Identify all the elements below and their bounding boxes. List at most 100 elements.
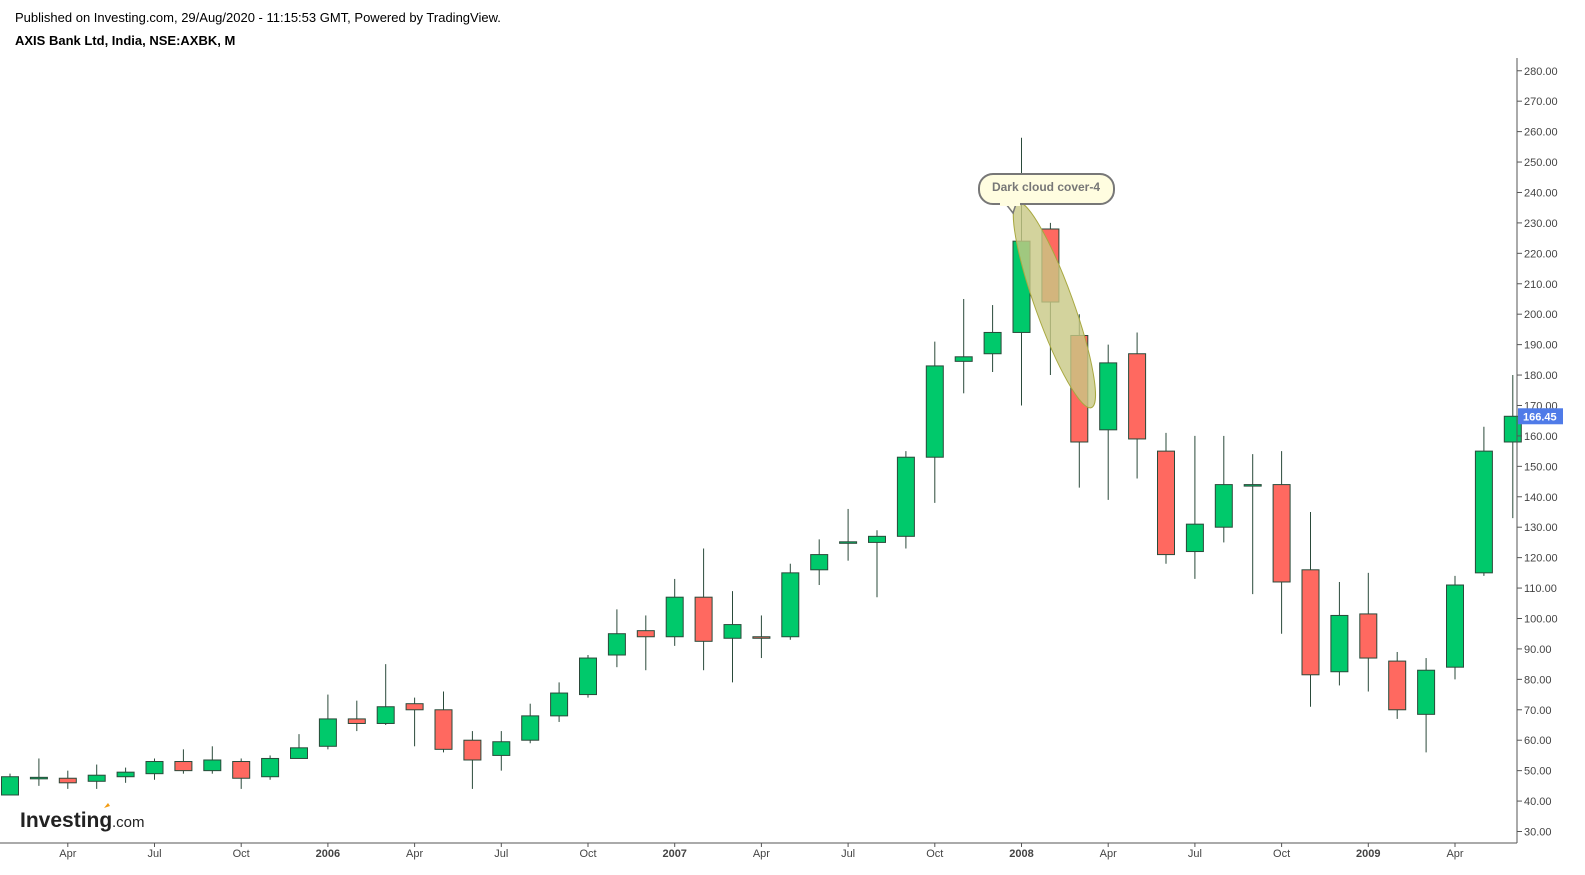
y-tick-label: 160.00: [1524, 431, 1558, 443]
y-tick-label: 240.00: [1524, 187, 1558, 199]
y-tick-label: 140.00: [1524, 492, 1558, 504]
logo-main: Investing: [20, 809, 112, 832]
candle-body-down: [752, 636, 771, 639]
x-tick-label: Apr: [59, 848, 76, 860]
callout-join: [1000, 202, 1020, 206]
published-info: Published on Investing.com, 29/Aug/2020 …: [15, 10, 501, 25]
candle: [116, 767, 135, 783]
candle-body-up: [607, 633, 626, 656]
candle: [1417, 658, 1436, 753]
candle-body-up: [203, 759, 222, 772]
y-tick-label: 230.00: [1524, 218, 1558, 230]
candle: [1128, 332, 1147, 479]
y-tick-label: 70.00: [1524, 705, 1552, 717]
candle: [318, 694, 337, 750]
candle-body-up: [87, 774, 106, 782]
candle: [1157, 432, 1175, 564]
candle: [1301, 511, 1320, 707]
x-tick-label: Jul: [147, 848, 161, 860]
candle: [1185, 435, 1204, 579]
y-tick-label: 90.00: [1524, 644, 1552, 656]
x-tick-label: Apr: [1100, 848, 1117, 860]
candle: [896, 451, 915, 549]
y-tick-label: 110.00: [1524, 583, 1557, 595]
candle: [1359, 572, 1378, 692]
axis-layer: 30.00 40.00 50.00 60.00 70.00 80.00 90.00 100.0…: [0, 58, 1563, 860]
candle-body-up: [925, 365, 944, 458]
candle-body-down: [1157, 450, 1175, 556]
candle-body-down: [174, 761, 193, 772]
x-tick-label: Jul: [494, 848, 508, 860]
candle-body-down: [434, 709, 453, 750]
candle: [58, 770, 77, 789]
candle: [1, 773, 19, 796]
candle-body-up: [579, 657, 597, 696]
candle: [752, 615, 771, 659]
candle-body-down: [1388, 660, 1407, 711]
y-tick-label: 190.00: [1524, 340, 1558, 352]
candle-body-down: [405, 703, 424, 711]
candle-body-up: [376, 706, 395, 724]
candle-body-up: [521, 715, 540, 741]
candle-body-up: [1330, 614, 1349, 673]
candle-body-up: [145, 761, 164, 775]
candle-body-down: [1272, 484, 1291, 583]
candle-body-up: [1243, 484, 1262, 487]
y-tick-label: 250.00: [1524, 157, 1558, 169]
candle-body-up: [1099, 362, 1118, 431]
x-tick-label: Jul: [1188, 848, 1202, 860]
y-tick-label: 270.00: [1524, 96, 1558, 108]
y-tick-label: 80.00: [1524, 674, 1552, 686]
logo-suffix: .com: [112, 814, 145, 831]
candle: [145, 758, 164, 780]
y-tick-label: 40.00: [1524, 796, 1552, 808]
candle-body-up: [983, 331, 1002, 355]
candle-body-up: [868, 535, 886, 543]
y-tick-label: 220.00: [1524, 248, 1558, 260]
candle: [405, 697, 424, 747]
candle-body-up: [665, 596, 684, 638]
x-tick-label: Oct: [926, 848, 943, 860]
candle: [434, 691, 453, 753]
x-tick-label: Oct: [579, 848, 596, 860]
candle: [261, 755, 280, 780]
y-tick-label: 210.00: [1524, 279, 1558, 291]
symbol-title: AXIS Bank Ltd, India, NSE:AXBK, M: [15, 33, 236, 48]
candle: [521, 703, 540, 744]
candle-body-up: [116, 771, 135, 778]
candle: [1388, 651, 1407, 719]
candle: [87, 764, 106, 789]
last-price-label: 166.45: [1523, 411, 1557, 423]
candle: [839, 508, 858, 561]
candle-body-up: [810, 554, 829, 571]
candle: [376, 664, 395, 725]
candle: [1243, 454, 1262, 595]
candle-body-up: [318, 718, 337, 747]
candle-body-down: [1359, 613, 1378, 659]
x-tick-label: Oct: [1273, 848, 1290, 860]
candle: [925, 341, 944, 503]
candle: [954, 298, 973, 394]
candle-body-down: [347, 718, 366, 724]
candle-body-up: [1474, 450, 1493, 574]
y-tick-label: 260.00: [1524, 127, 1558, 139]
y-tick-label: 60.00: [1524, 735, 1552, 747]
candle-body-up: [1214, 484, 1233, 528]
x-tick-label: Oct: [233, 848, 250, 860]
x-tick-label: 2008: [1009, 848, 1033, 860]
candle-body-down: [58, 777, 77, 784]
y-tick-label: 130.00: [1524, 522, 1558, 534]
candle-body-up: [29, 776, 48, 780]
x-tick-label: 2006: [316, 848, 340, 860]
last-price-badge: [1518, 408, 1563, 425]
candle-body-up: [839, 541, 858, 544]
candle-body-down: [1128, 353, 1147, 440]
y-tick-label: 280.00: [1524, 66, 1558, 78]
x-tick-label: Apr: [406, 848, 423, 860]
candle: [463, 731, 482, 789]
candle: [174, 749, 193, 774]
candle: [810, 539, 829, 586]
callout-box: [978, 173, 1115, 205]
candle-body-up: [1185, 523, 1204, 553]
